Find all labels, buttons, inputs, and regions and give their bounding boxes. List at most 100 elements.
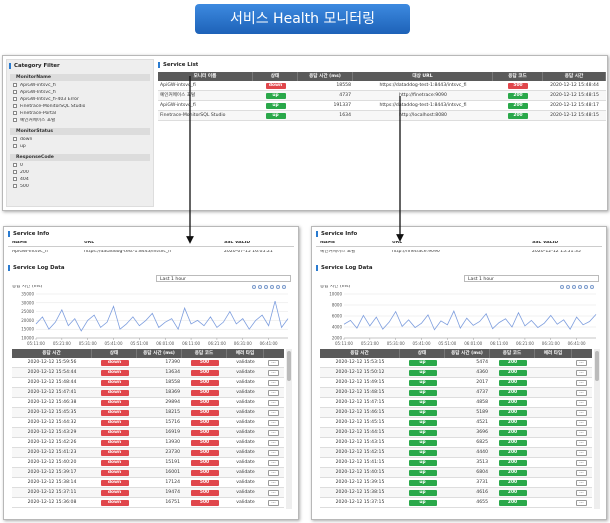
row-button[interactable]: ··· (268, 369, 279, 376)
table-cell: 19474 (165, 490, 180, 495)
row-button[interactable]: ··· (268, 409, 279, 416)
row-button[interactable]: ··· (576, 359, 587, 366)
table-header: 응답 시간 (ms) (445, 349, 490, 358)
chart-tool (258, 285, 262, 289)
checkbox (13, 184, 17, 188)
status-badge: 200 (498, 440, 527, 446)
table-cell: 4521 (476, 420, 488, 425)
status-badge: down (100, 490, 129, 496)
row-button[interactable]: ··· (576, 399, 587, 406)
table-header: 상태 (92, 349, 137, 358)
row-button[interactable]: ··· (576, 379, 587, 386)
x-tick-label: 05:51:00 (130, 341, 148, 346)
table-cell: validate (236, 370, 255, 375)
row-button[interactable]: ··· (576, 429, 587, 436)
table-cell: 2020-12-12 15:44:32 (27, 420, 77, 425)
row-button[interactable]: ··· (268, 499, 279, 506)
status-badge: down (100, 470, 129, 476)
table-header: 상태 (253, 72, 298, 81)
row-button[interactable]: ··· (576, 439, 587, 446)
scroll-thumb (287, 351, 291, 381)
chart-tool (584, 285, 588, 289)
filter-option: 예인커메이스 포털 (20, 118, 56, 123)
table-cell: 4440 (476, 450, 488, 455)
group-header: ResponseCode (10, 154, 150, 161)
row-button[interactable]: ··· (576, 389, 587, 396)
x-tick-label: 05:11:00 (335, 341, 353, 346)
x-tick-label: 05:41:00 (105, 341, 123, 346)
table-cell: 3696 (476, 430, 488, 435)
table-cell: validate (236, 420, 255, 425)
table-row (12, 358, 284, 368)
row-button[interactable]: ··· (576, 499, 587, 506)
row-button[interactable]: ··· (576, 469, 587, 476)
row-button[interactable]: ··· (268, 469, 279, 476)
info-value: 예인커메이스 포털 (320, 250, 356, 254)
row-button[interactable]: ··· (576, 369, 587, 376)
row-button[interactable]: ··· (576, 479, 587, 486)
table-row (320, 398, 592, 408)
table-cell: http://localhost:8080 (399, 113, 447, 118)
status-badge: 500 (190, 400, 219, 406)
row-button[interactable]: ··· (576, 489, 587, 496)
row-button[interactable]: ··· (268, 379, 279, 386)
scroll-thumb (595, 351, 599, 381)
table-cell: 예인커메이스 포털 (160, 93, 196, 98)
table-header: 응답 시간 (12, 349, 92, 358)
row-button[interactable]: ··· (576, 419, 587, 426)
filter-option: Finetrace-MonitorSQL Studio (20, 104, 86, 109)
row-button[interactable]: ··· (576, 459, 587, 466)
x-tick-label: 05:11:00 (27, 341, 45, 346)
status-badge: 200 (498, 420, 527, 426)
table-row (12, 458, 284, 468)
status-badge: down (100, 370, 129, 376)
row-button[interactable]: ··· (268, 479, 279, 486)
table-cell: validate (236, 430, 255, 435)
status-badge: down (100, 410, 129, 416)
table-cell: 2020-12-12 15:39:17 (27, 470, 77, 475)
table-cell: 16919 (165, 430, 180, 435)
table-cell: 16751 (165, 500, 180, 505)
table-row (12, 368, 284, 378)
row-button[interactable]: ··· (576, 409, 587, 416)
status-badge: 500 (508, 83, 528, 89)
table-row (320, 358, 592, 368)
checkbox (13, 144, 17, 148)
table-header: 상태 (400, 349, 445, 358)
status-badge: up (265, 93, 286, 99)
table-cell: ApiGW-intsvc_fi (160, 83, 196, 88)
x-tick-label: 06:01:00 (464, 341, 482, 346)
status-badge: 200 (498, 370, 527, 376)
section-title: Service Info (316, 231, 357, 237)
row-button[interactable]: ··· (268, 459, 279, 466)
row-button[interactable]: ··· (268, 359, 279, 366)
x-tick-label: 06:31:00 (542, 341, 560, 346)
y-tick-label: 10000 (329, 292, 342, 297)
row-button[interactable]: ··· (268, 439, 279, 446)
status-badge: 200 (498, 490, 527, 496)
row-button[interactable]: ··· (268, 489, 279, 496)
row-button[interactable]: ··· (268, 429, 279, 436)
x-tick-label: 05:41:00 (413, 341, 431, 346)
row-button[interactable]: ··· (268, 389, 279, 396)
row-button[interactable]: ··· (268, 449, 279, 456)
scrollbar (286, 349, 292, 509)
table-cell: 2020-12-12 15:59:56 (27, 360, 77, 365)
info-label: NAME (12, 241, 28, 245)
table-cell: 2017 (476, 380, 488, 385)
row-button[interactable]: ··· (268, 419, 279, 426)
chart-tool (578, 285, 582, 289)
row-button[interactable]: ··· (576, 449, 587, 456)
row-button[interactable]: ··· (268, 399, 279, 406)
status-badge: up (408, 490, 437, 496)
table-header: 에러 타입 (227, 349, 264, 358)
table-cell: 16001 (165, 470, 180, 475)
table-cell: 1634 (339, 113, 351, 118)
status-badge: down (100, 440, 129, 446)
table-row (12, 378, 284, 388)
table-cell: 3513 (476, 460, 488, 465)
status-badge: 500 (190, 440, 219, 446)
table-cell: 23730 (165, 450, 180, 455)
checkbox (13, 90, 17, 94)
table-cell: validate (236, 460, 255, 465)
